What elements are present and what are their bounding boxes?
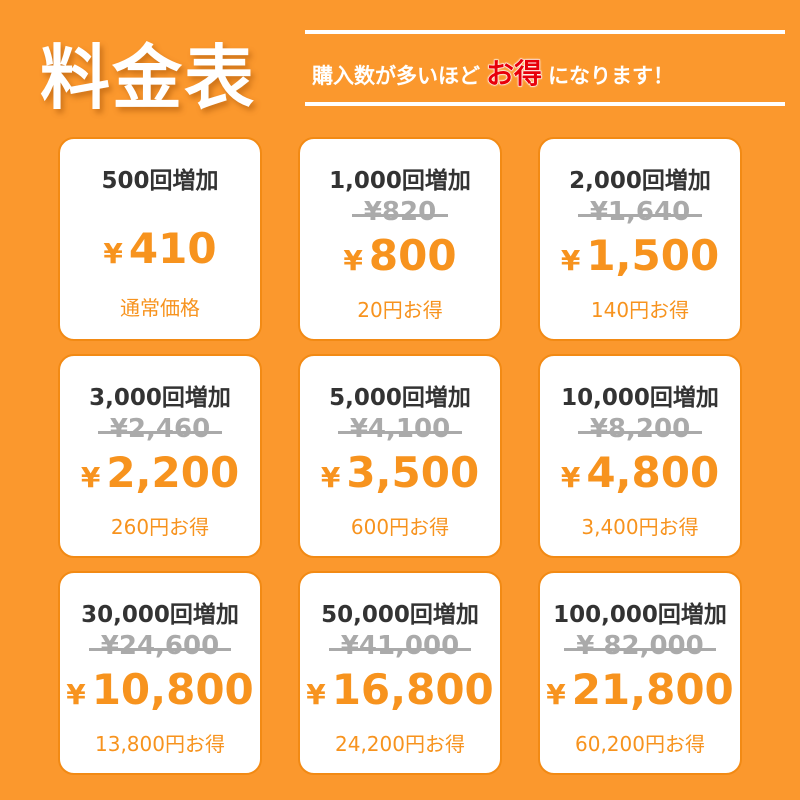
price-value: 1,500 <box>586 231 720 280</box>
original-price: ¥1,640 <box>540 197 740 227</box>
price-value: 410 <box>128 224 217 273</box>
plan-quantity: 500回増加 <box>101 168 219 194</box>
price-card: 1,000回増加 ¥820 ¥800 20円お得 <box>298 137 502 341</box>
plan-quantity: 5,000回増加 <box>329 385 471 411</box>
original-price-text: ¥4,100 <box>338 414 462 444</box>
plan-quantity: 30,000回増加 <box>81 602 239 628</box>
sale-price: ¥4,800 <box>540 448 740 497</box>
divider <box>305 30 785 34</box>
yen-sign: ¥ <box>103 237 123 270</box>
original-price-text: ¥ 82,000 <box>564 631 715 661</box>
savings-text: 260円お得 <box>110 515 210 539</box>
original-price-text: ¥8,200 <box>578 414 702 444</box>
original-price-text: ¥1,640 <box>578 197 702 227</box>
yen-sign: ¥ <box>546 678 566 711</box>
tagline: 購入数が多いほど お得 になります！ <box>312 52 674 92</box>
price-card: 10,000回増加 ¥8,200 ¥4,800 3,400円お得 <box>538 354 742 558</box>
sale-price: ¥3,500 <box>300 448 500 497</box>
price-value: 4,800 <box>586 448 720 497</box>
sale-price: ¥1,500 <box>540 231 740 280</box>
price-card: 2,000回増加 ¥1,640 ¥1,500 140円お得 <box>538 137 742 341</box>
savings-text: 13,800円お得 <box>95 732 225 756</box>
original-price: ¥24,600 <box>60 631 260 661</box>
price-card: 100,000回増加 ¥ 82,000 ¥21,800 60,200円お得 <box>538 571 742 775</box>
tagline-text: になります！ <box>548 64 675 88</box>
original-price: ¥2,460 <box>60 414 260 444</box>
plan-quantity: 1,000回増加 <box>329 168 471 194</box>
price-value: 800 <box>368 231 457 280</box>
savings-text: 20円お得 <box>357 298 443 322</box>
tagline-text: 購入数が多いほど <box>312 64 480 88</box>
savings-text: 24,200円お得 <box>335 732 465 756</box>
original-price-text: ¥2,460 <box>98 414 222 444</box>
price-value: 10,800 <box>91 665 254 714</box>
price-value: 21,800 <box>571 665 734 714</box>
yen-sign: ¥ <box>560 461 581 494</box>
savings-text: 140円お得 <box>590 298 690 322</box>
price-value: 16,800 <box>331 665 494 714</box>
price-card: 50,000回増加 ¥41,000 ¥16,800 24,200円お得 <box>298 571 502 775</box>
sale-price: ¥2,200 <box>60 448 260 497</box>
savings-text: 600円お得 <box>350 515 450 539</box>
yen-sign: ¥ <box>306 678 326 711</box>
original-price: ¥820 <box>300 197 500 227</box>
plan-quantity: 10,000回増加 <box>561 385 719 411</box>
yen-sign: ¥ <box>560 244 581 277</box>
page-title: 料金表 <box>40 37 256 119</box>
plan-quantity: 100,000回増加 <box>553 602 727 628</box>
sale-price: ¥10,800 <box>60 665 260 714</box>
plan-quantity: 2,000回増加 <box>569 168 711 194</box>
sale-price: ¥21,800 <box>540 665 740 714</box>
original-price: ¥4,100 <box>300 414 500 444</box>
original-price-text: ¥820 <box>352 197 448 227</box>
original-price: ¥41,000 <box>300 631 500 661</box>
savings-text: 3,400円お得 <box>581 515 699 539</box>
price-card: 500回増加 ¥410 通常価格 <box>58 137 262 341</box>
plan-quantity: 3,000回増加 <box>89 385 231 411</box>
price-card: 5,000回増加 ¥4,100 ¥3,500 600円お得 <box>298 354 502 558</box>
price-value: 3,500 <box>346 448 480 497</box>
tagline-highlight: お得 <box>485 57 543 91</box>
savings-text: 通常価格 <box>120 296 200 320</box>
sale-price: ¥16,800 <box>300 665 500 714</box>
yen-sign: ¥ <box>66 678 86 711</box>
yen-sign: ¥ <box>80 461 101 494</box>
sale-price: ¥800 <box>300 231 500 280</box>
price-card: 30,000回増加 ¥24,600 ¥10,800 13,800円お得 <box>58 571 262 775</box>
original-price: ¥ 82,000 <box>540 631 740 661</box>
sale-price: ¥410 <box>60 224 260 273</box>
savings-text: 60,200円お得 <box>575 732 705 756</box>
price-card: 3,000回増加 ¥2,460 ¥2,200 260円お得 <box>58 354 262 558</box>
original-price: ¥8,200 <box>540 414 740 444</box>
yen-sign: ¥ <box>343 244 363 277</box>
original-price-text: ¥41,000 <box>329 631 471 661</box>
plan-quantity: 50,000回増加 <box>321 602 479 628</box>
yen-sign: ¥ <box>320 461 341 494</box>
price-value: 2,200 <box>106 448 240 497</box>
original-price-text: ¥24,600 <box>89 631 231 661</box>
divider <box>305 102 785 106</box>
